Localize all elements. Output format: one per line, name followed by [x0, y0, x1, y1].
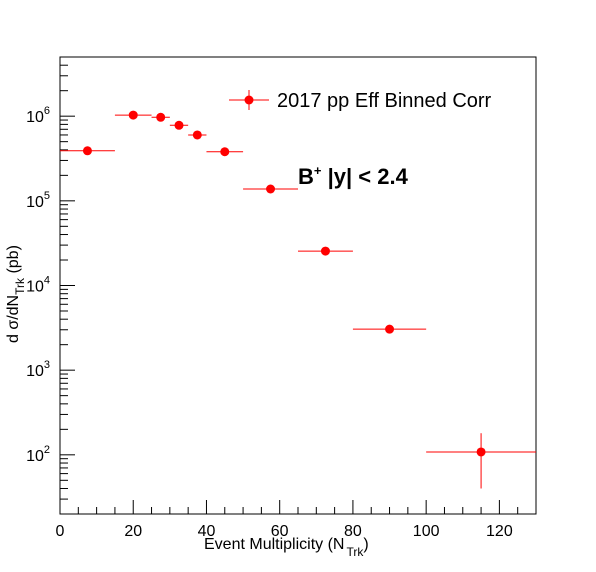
- y-tick-base: 10: [26, 109, 44, 126]
- x-axis-title: Event Multiplicity (N Trk): [204, 536, 369, 559]
- y-axis-title-close: (pb): [5, 245, 22, 278]
- annotation-text: B+ |y| < 2.4: [298, 163, 409, 189]
- annotation-superscript: +: [314, 163, 322, 178]
- data-point: [220, 147, 230, 157]
- data-point: [320, 246, 330, 256]
- y-tick-label: 102: [26, 444, 50, 465]
- annotation-rest: |y| < 2.4: [321, 164, 408, 189]
- y-axis-title-sub: Trk: [13, 277, 27, 295]
- x-axis-title-main: Event Multiplicity (N: [204, 536, 344, 553]
- y-tick-exponent: 3: [44, 359, 50, 371]
- data-point: [82, 146, 92, 156]
- y-tick-label: 103: [26, 359, 50, 380]
- y-tick-label: 105: [26, 190, 50, 211]
- legend-marker: [244, 95, 254, 105]
- axis-ticks: [59, 56, 537, 515]
- legend-label: 2017 pp Eff Binned Corr: [277, 90, 492, 112]
- y-tick-exponent: 2: [44, 444, 50, 456]
- data-point: [128, 110, 138, 120]
- data-marks: [60, 110, 536, 489]
- y-tick-exponent: 6: [44, 105, 50, 117]
- y-tick-exponent: 4: [44, 275, 50, 287]
- x-tick-label: 0: [56, 523, 65, 540]
- y-tick-base: 10: [26, 279, 44, 296]
- data-point: [266, 184, 276, 194]
- legend: 2017 pp Eff Binned Corr: [229, 90, 492, 112]
- x-tick-label: 40: [198, 523, 216, 540]
- x-tick-label: 20: [124, 523, 142, 540]
- annotation-prefix: B: [298, 164, 314, 189]
- y-tick-label: 104: [26, 275, 50, 296]
- y-tick-base: 10: [26, 448, 44, 465]
- y-tick-base: 10: [26, 194, 44, 211]
- x-axis-title-sub: Trk: [346, 545, 364, 559]
- data-point: [192, 130, 202, 140]
- y-tick-exponent: 5: [44, 190, 50, 202]
- y-axis-title-main: d σ/dN: [5, 295, 22, 343]
- x-tick-label: 100: [413, 523, 440, 540]
- x-tick-label: 80: [344, 523, 362, 540]
- x-tick-label: 60: [271, 523, 289, 540]
- data-point: [174, 120, 184, 130]
- y-tick-label: 106: [26, 105, 50, 126]
- data-point: [476, 447, 486, 457]
- y-axis-title: d σ/dNTrk (pb): [5, 245, 27, 343]
- data-point: [385, 324, 395, 334]
- x-tick-label: 120: [486, 523, 513, 540]
- y-tick-base: 10: [26, 363, 44, 380]
- data-point: [156, 112, 166, 122]
- x-axis-title-close: ): [363, 536, 368, 553]
